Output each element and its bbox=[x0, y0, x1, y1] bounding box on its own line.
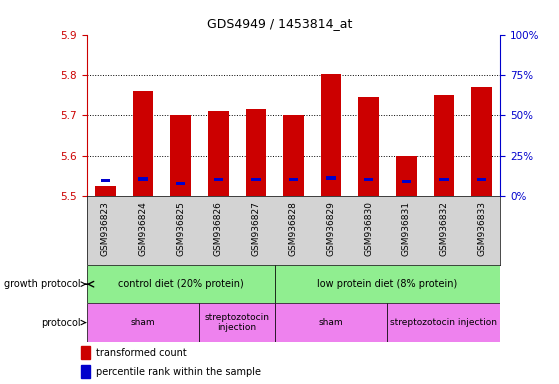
Text: sham: sham bbox=[131, 318, 155, 327]
Bar bbox=[289, 178, 298, 181]
Bar bbox=[200, 303, 274, 342]
Text: GSM936833: GSM936833 bbox=[477, 201, 486, 257]
Bar bbox=[170, 115, 191, 196]
Bar bbox=[214, 178, 223, 181]
Bar bbox=[274, 265, 500, 303]
Bar bbox=[396, 156, 416, 196]
Text: sham: sham bbox=[319, 318, 343, 327]
Text: transformed count: transformed count bbox=[96, 348, 187, 358]
Text: control diet (20% protein): control diet (20% protein) bbox=[118, 279, 244, 289]
Bar bbox=[434, 95, 454, 196]
Text: GSM936823: GSM936823 bbox=[101, 201, 110, 256]
Bar bbox=[274, 303, 387, 342]
Bar bbox=[139, 177, 148, 180]
Text: growth protocol: growth protocol bbox=[4, 279, 81, 289]
Bar bbox=[401, 180, 411, 183]
Bar bbox=[283, 115, 304, 196]
Bar bbox=[321, 74, 342, 196]
Bar bbox=[87, 265, 274, 303]
Text: GSM936825: GSM936825 bbox=[176, 201, 185, 256]
Text: protocol: protocol bbox=[41, 318, 81, 328]
Text: streptozotocin injection: streptozotocin injection bbox=[390, 318, 498, 327]
Bar bbox=[387, 303, 500, 342]
Text: GSM936832: GSM936832 bbox=[439, 201, 448, 256]
Text: GSM936828: GSM936828 bbox=[289, 201, 298, 256]
Bar bbox=[245, 109, 266, 196]
Text: GSM936827: GSM936827 bbox=[252, 201, 260, 256]
Bar bbox=[87, 303, 200, 342]
Bar bbox=[251, 178, 260, 181]
Bar bbox=[95, 186, 116, 196]
Bar bbox=[358, 97, 379, 196]
Bar bbox=[208, 111, 229, 196]
Text: streptozotocin
injection: streptozotocin injection bbox=[205, 313, 269, 332]
Bar bbox=[326, 177, 336, 180]
Bar bbox=[477, 178, 486, 181]
Bar bbox=[176, 182, 186, 185]
Text: GSM936830: GSM936830 bbox=[364, 201, 373, 257]
Bar bbox=[439, 178, 448, 181]
Text: GSM936824: GSM936824 bbox=[139, 201, 148, 256]
Bar bbox=[80, 346, 89, 359]
Text: low protein diet (8% protein): low protein diet (8% protein) bbox=[318, 279, 458, 289]
Bar bbox=[364, 178, 373, 181]
Text: GSM936831: GSM936831 bbox=[402, 201, 411, 257]
Bar bbox=[471, 87, 492, 196]
Text: GDS4949 / 1453814_at: GDS4949 / 1453814_at bbox=[207, 17, 352, 30]
Text: GSM936829: GSM936829 bbox=[326, 201, 335, 256]
Text: percentile rank within the sample: percentile rank within the sample bbox=[96, 367, 261, 377]
Bar bbox=[132, 91, 153, 196]
Bar bbox=[80, 365, 89, 378]
Bar bbox=[101, 179, 110, 182]
Text: GSM936826: GSM936826 bbox=[214, 201, 223, 256]
